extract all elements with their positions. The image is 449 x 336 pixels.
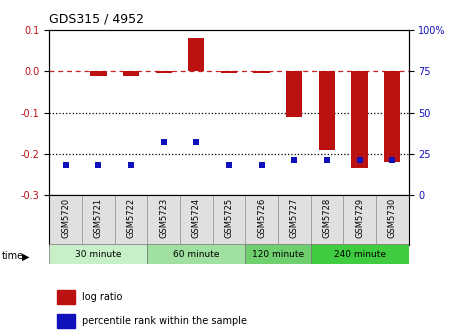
Bar [311,244,409,264]
Text: 60 minute: 60 minute [173,250,220,258]
Bar [384,72,401,162]
Text: GSM5722: GSM5722 [127,198,136,238]
Text: GSM5730: GSM5730 [388,198,397,238]
Bar [155,72,172,74]
Text: GDS315 / 4952: GDS315 / 4952 [49,12,145,25]
Text: GSM5727: GSM5727 [290,198,299,238]
Text: ▶: ▶ [22,251,30,261]
Text: GSM5728: GSM5728 [322,198,331,238]
Bar [90,72,106,76]
Bar [49,244,147,264]
Text: GSM5729: GSM5729 [355,198,364,238]
Text: 30 minute: 30 minute [75,250,122,258]
Text: GSM5721: GSM5721 [94,198,103,238]
Bar [188,38,204,72]
Text: GSM5725: GSM5725 [224,198,233,238]
Bar [245,244,311,264]
Bar [57,314,75,328]
Text: percentile rank within the sample: percentile rank within the sample [82,316,247,326]
Text: GSM5723: GSM5723 [159,198,168,238]
Bar [254,72,270,74]
Text: log ratio: log ratio [82,292,122,302]
Bar [147,244,245,264]
Bar [286,72,303,117]
Bar [352,72,368,168]
Bar [221,72,237,74]
Bar [123,72,139,76]
Text: 240 minute: 240 minute [334,250,386,258]
Text: GSM5720: GSM5720 [61,198,70,238]
Text: GSM5726: GSM5726 [257,198,266,238]
Bar [319,72,335,150]
Text: 120 minute: 120 minute [252,250,304,258]
Bar [57,290,75,304]
Text: time: time [2,251,24,261]
Text: GSM5724: GSM5724 [192,198,201,238]
